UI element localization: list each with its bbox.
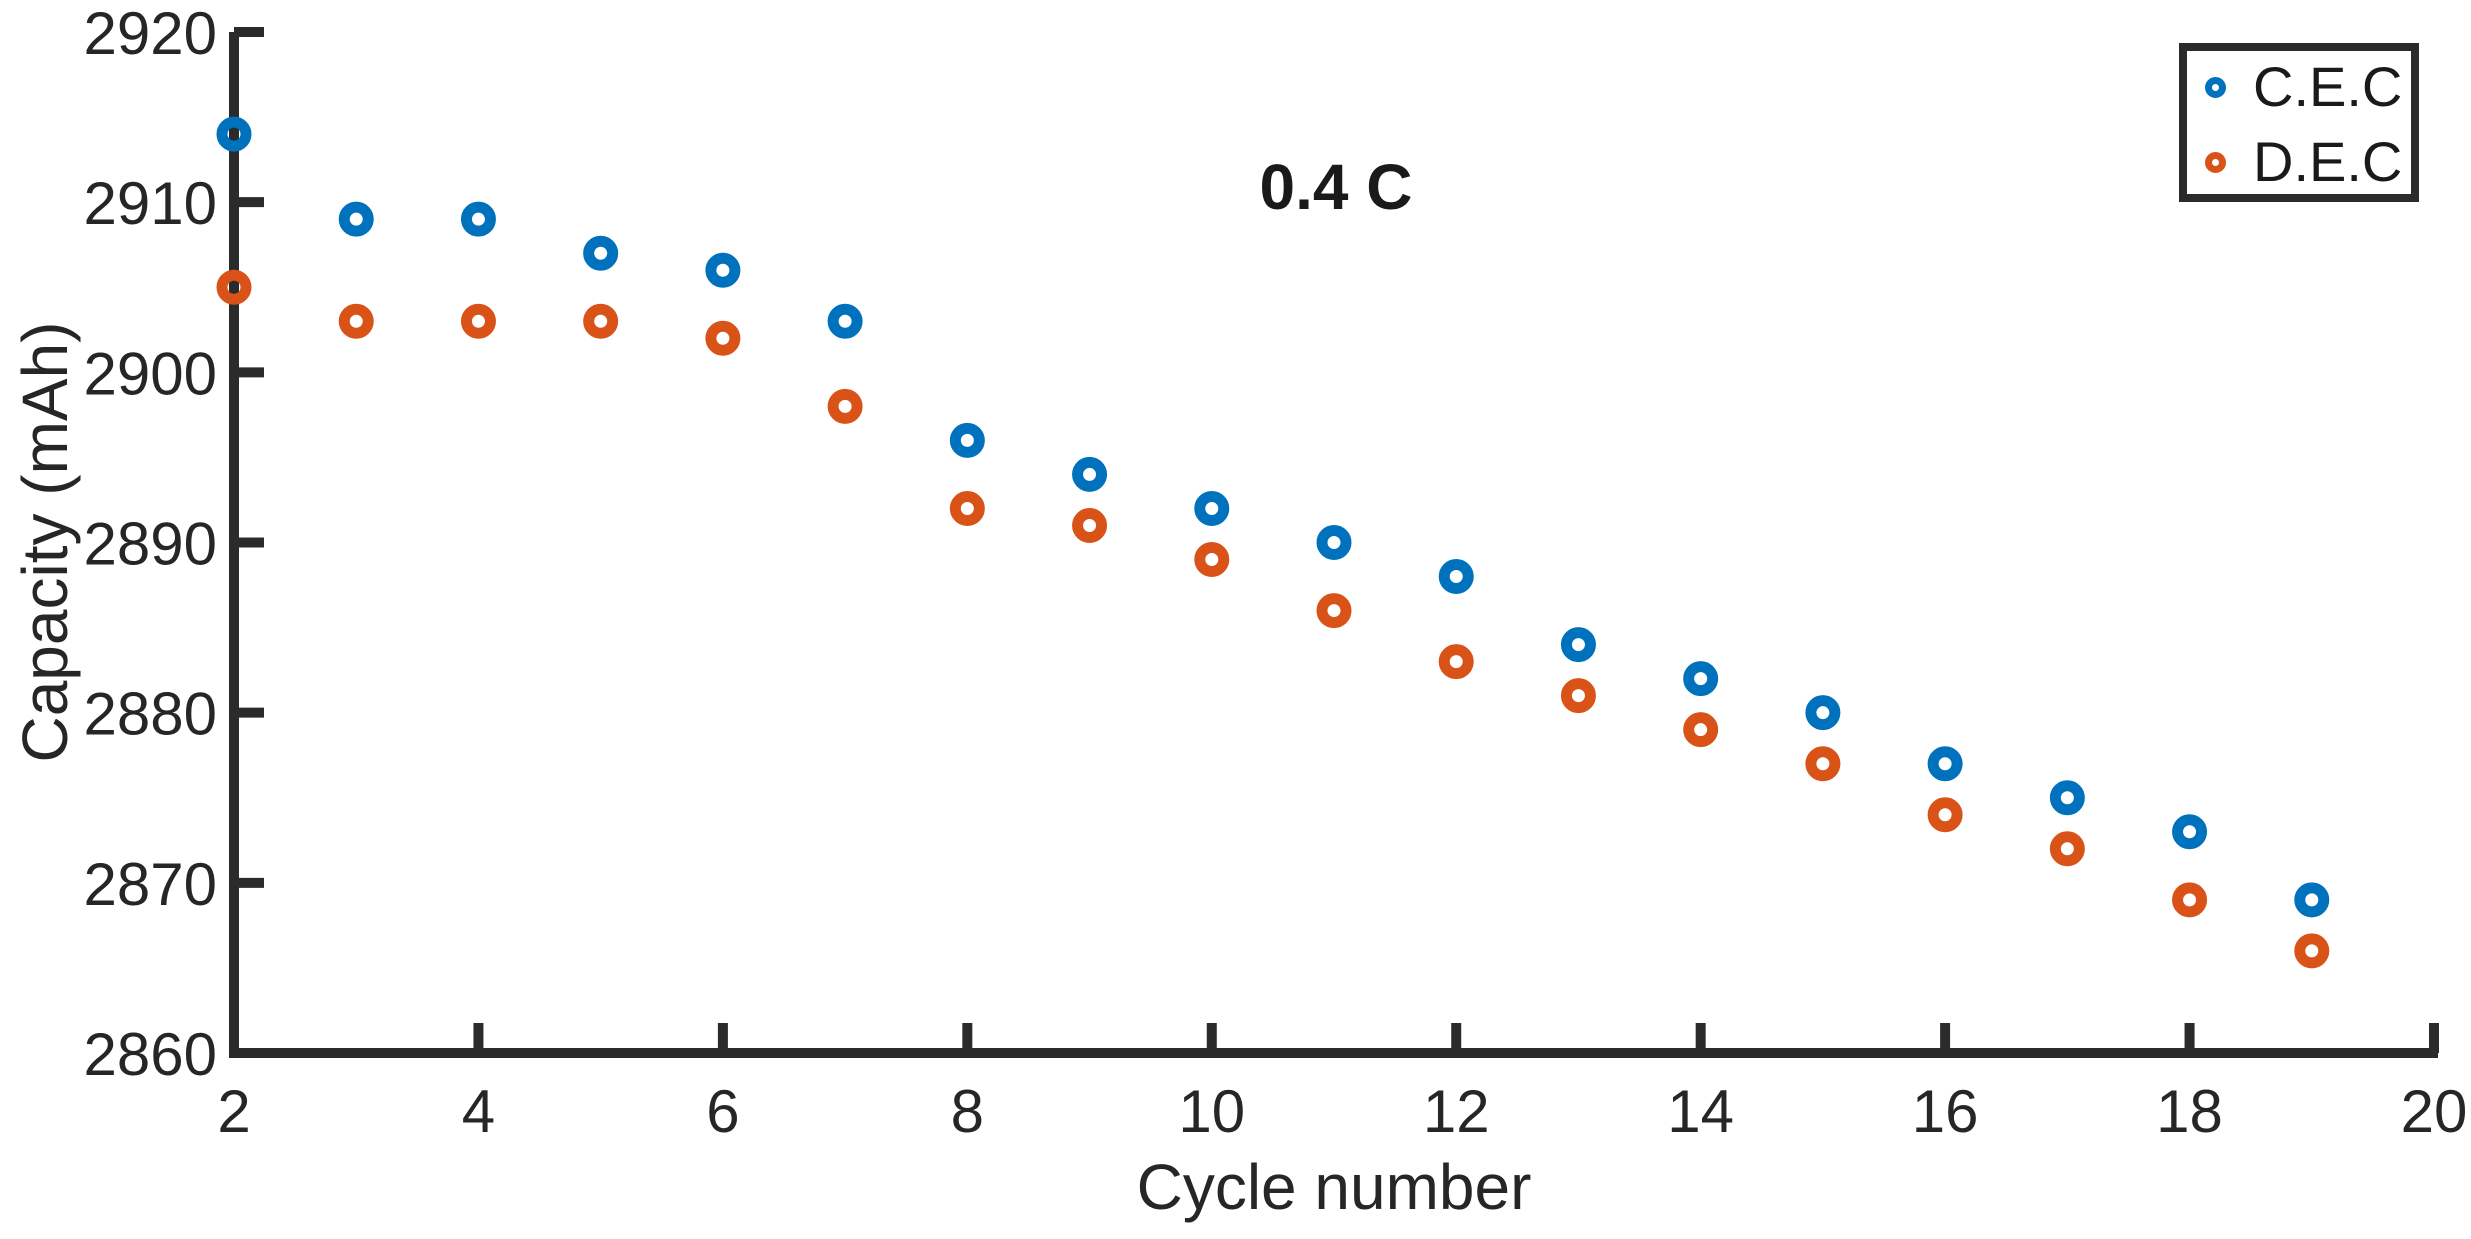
x-tick-label: 4 [462, 1078, 495, 1145]
y-tick-label: 2920 [84, 0, 217, 67]
data-point-dec [1560, 678, 1596, 714]
data-point-dec [1072, 507, 1108, 543]
x-tick-label: 2 [217, 1078, 250, 1145]
x-tick-label: 18 [2156, 1078, 2223, 1145]
data-point-dec [705, 320, 741, 356]
data-point-cec [338, 201, 374, 237]
y-tick-label: 2910 [84, 170, 217, 237]
data-point-cec [1683, 661, 1719, 697]
x-tick-label: 16 [1912, 1078, 1979, 1145]
data-point-cec [1560, 627, 1596, 663]
data-point-cec [2172, 814, 2208, 850]
data-point-dec [1316, 593, 1352, 629]
data-point-cec [1194, 490, 1230, 526]
y-tick-label: 2860 [84, 1021, 217, 1088]
x-tick-label: 20 [2401, 1078, 2468, 1145]
c-rate-annotation: 0.4 C [1259, 151, 1413, 223]
data-point-dec [583, 303, 619, 339]
legend: C.E.C D.E.C [2179, 43, 2419, 202]
data-point-dec [949, 490, 985, 526]
data-point-dec [1683, 712, 1719, 748]
legend-label-cec: C.E.C [2253, 55, 2403, 118]
y-tick-label: 2870 [84, 851, 217, 918]
data-point-cec [827, 303, 863, 339]
x-tick-label: 12 [1423, 1078, 1490, 1145]
data-point-dec [216, 269, 252, 305]
data-point-dec [827, 388, 863, 424]
data-point-cec [1805, 695, 1841, 731]
data-point-cec [2049, 780, 2085, 816]
legend-item-cec: C.E.C [2205, 59, 2402, 115]
data-point-cec [216, 116, 252, 152]
data-point-dec [1194, 542, 1230, 578]
x-tick-label: 8 [951, 1078, 984, 1145]
cec-marker-icon [2205, 76, 2226, 98]
x-tick-label: 10 [1178, 1078, 1245, 1145]
data-point-cec [460, 201, 496, 237]
data-point-dec [1438, 644, 1474, 680]
data-point-dec [1805, 746, 1841, 782]
data-point-cec [705, 252, 741, 288]
data-point-cec [1927, 746, 1963, 782]
data-point-cec [949, 422, 985, 458]
y-tick-label: 2900 [84, 340, 217, 407]
legend-label-dec: D.E.C [2253, 130, 2403, 193]
data-point-cec [1316, 525, 1352, 560]
data-point-dec [1927, 797, 1963, 833]
legend-item-dec: D.E.C [2205, 134, 2402, 190]
data-point-dec [2294, 933, 2330, 969]
dec-marker-icon [2205, 151, 2226, 173]
y-axis-label: Capacity (mAh) [9, 321, 81, 763]
data-point-cec [2294, 882, 2330, 918]
data-point-cec [583, 235, 619, 271]
data-point-cec [1072, 456, 1108, 492]
x-tick-label: 6 [706, 1078, 739, 1145]
x-tick-label: 14 [1667, 1078, 1734, 1145]
data-point-dec [338, 303, 374, 339]
data-point-dec [460, 303, 496, 339]
y-tick-label: 2890 [84, 511, 217, 578]
y-tick-label: 2880 [84, 681, 217, 748]
x-axis-label: Cycle number [1136, 1151, 1532, 1223]
data-point-dec [2049, 831, 2085, 867]
data-point-cec [1438, 559, 1474, 595]
data-point-dec [2172, 882, 2208, 918]
